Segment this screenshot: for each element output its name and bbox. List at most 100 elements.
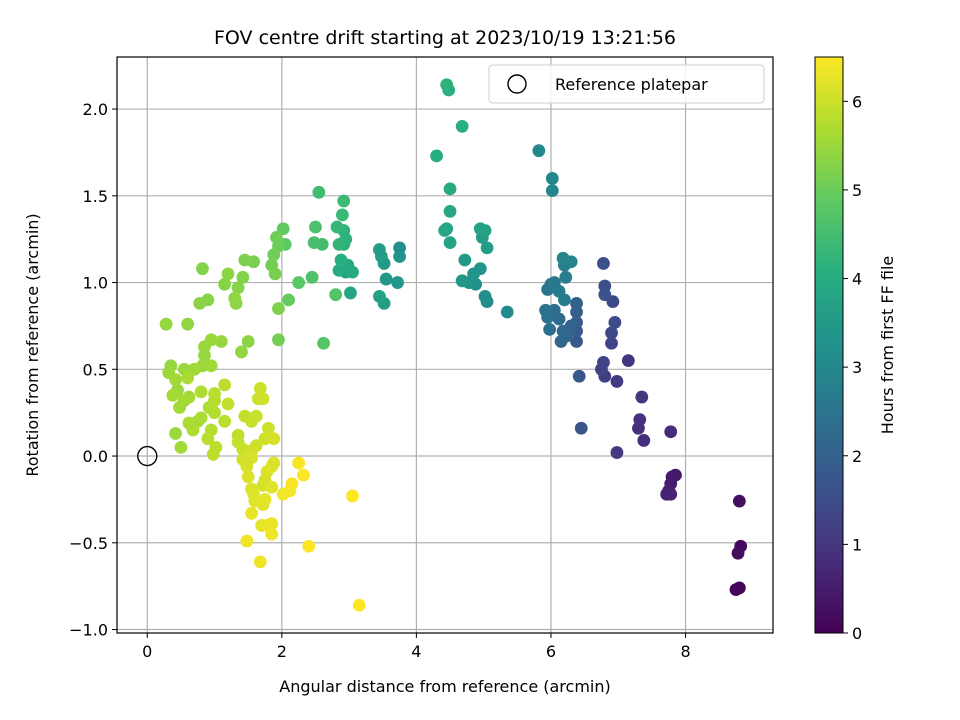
data-point <box>206 447 220 461</box>
data-point <box>182 390 196 404</box>
data-point <box>267 456 281 470</box>
data-point <box>539 303 552 317</box>
data-point <box>375 250 388 263</box>
data-point <box>329 288 343 302</box>
data-point <box>276 222 290 236</box>
data-point <box>574 421 588 435</box>
data-point <box>174 440 188 454</box>
colorbar-tick-label: 5 <box>852 181 862 200</box>
data-point <box>637 434 651 447</box>
data-point <box>473 222 487 236</box>
data-point <box>664 425 678 439</box>
data-point <box>267 432 281 446</box>
data-point <box>265 517 279 531</box>
data-point <box>732 581 746 595</box>
data-point <box>240 460 254 473</box>
data-point <box>597 257 610 270</box>
data-point <box>335 208 349 222</box>
data-point <box>610 446 624 459</box>
data-point <box>169 373 182 387</box>
data-point <box>256 498 270 512</box>
data-point <box>182 416 196 430</box>
data-point <box>352 598 366 612</box>
data-point <box>379 272 393 286</box>
data-point <box>265 480 279 494</box>
data-point <box>391 276 404 289</box>
data-point <box>532 144 546 158</box>
data-point <box>193 296 207 310</box>
y-axis-label: Rotation from reference (arcmin) <box>23 213 42 476</box>
data-point <box>241 470 255 484</box>
reference-marker-icon <box>137 445 158 467</box>
data-point <box>296 468 310 482</box>
x-tick-label: 2 <box>277 642 287 661</box>
legend: Reference platepar <box>488 64 765 104</box>
data-point <box>635 390 649 404</box>
data-point <box>159 317 173 331</box>
x-tick-label: 8 <box>680 642 690 661</box>
data-point <box>236 270 250 284</box>
data-point <box>608 316 622 329</box>
colorbar-ticks: 0 1 2 3 4 5 6 <box>843 92 862 643</box>
data-point <box>554 335 568 348</box>
data-point <box>169 427 182 440</box>
data-point <box>302 539 316 553</box>
data-point <box>621 354 635 368</box>
data-point <box>256 392 270 406</box>
data-point <box>559 270 573 284</box>
data-point <box>201 432 215 446</box>
colorbar-tick-label: 2 <box>852 447 862 466</box>
data-point <box>330 220 344 234</box>
x-tick-label: 4 <box>411 642 421 661</box>
data-point <box>332 263 346 277</box>
data-point <box>292 276 306 289</box>
plot-frame <box>116 56 774 634</box>
data-point <box>346 265 359 279</box>
y-axis-ticks: −1.0 −0.5 0.0 0.5 1.0 1.5 2.0 <box>69 100 117 640</box>
data-point <box>438 224 452 237</box>
data-point <box>270 231 283 244</box>
data-point <box>218 378 232 392</box>
data-point <box>443 205 457 218</box>
y-tick-label: −0.5 <box>69 534 108 553</box>
x-tick-label: 0 <box>142 642 152 661</box>
data-point <box>598 288 612 302</box>
data-point <box>317 336 330 350</box>
data-point <box>268 267 282 281</box>
data-points <box>159 78 748 612</box>
data-point <box>545 184 559 197</box>
data-point <box>265 527 279 541</box>
data-point <box>564 255 578 269</box>
data-point <box>373 290 386 303</box>
data-point <box>500 305 514 319</box>
plot-area <box>117 57 773 633</box>
data-point <box>556 324 570 338</box>
legend-marker-icon <box>507 74 527 94</box>
data-point <box>605 336 618 350</box>
data-point <box>285 477 299 491</box>
data-point <box>194 411 208 425</box>
data-point <box>473 262 487 276</box>
legend-box <box>488 64 765 104</box>
data-point <box>633 413 647 427</box>
data-point <box>228 291 242 305</box>
data-point <box>430 149 443 163</box>
x-axis-ticks: 0 2 4 6 8 <box>142 633 691 661</box>
data-point <box>208 406 221 420</box>
data-point <box>480 241 494 255</box>
data-point <box>194 385 208 399</box>
legend-entry: Reference platepar <box>555 75 708 94</box>
data-point <box>610 375 624 388</box>
data-point <box>731 546 745 560</box>
data-point <box>235 345 248 359</box>
colorbar-tick-label: 0 <box>852 624 862 643</box>
data-point <box>597 355 610 369</box>
y-tick-label: 0.5 <box>83 360 108 379</box>
data-point <box>238 253 252 267</box>
data-point <box>166 388 180 402</box>
data-point <box>181 317 195 331</box>
data-point <box>543 322 557 336</box>
data-point <box>221 267 235 281</box>
data-point <box>312 185 326 199</box>
data-point <box>258 432 272 446</box>
